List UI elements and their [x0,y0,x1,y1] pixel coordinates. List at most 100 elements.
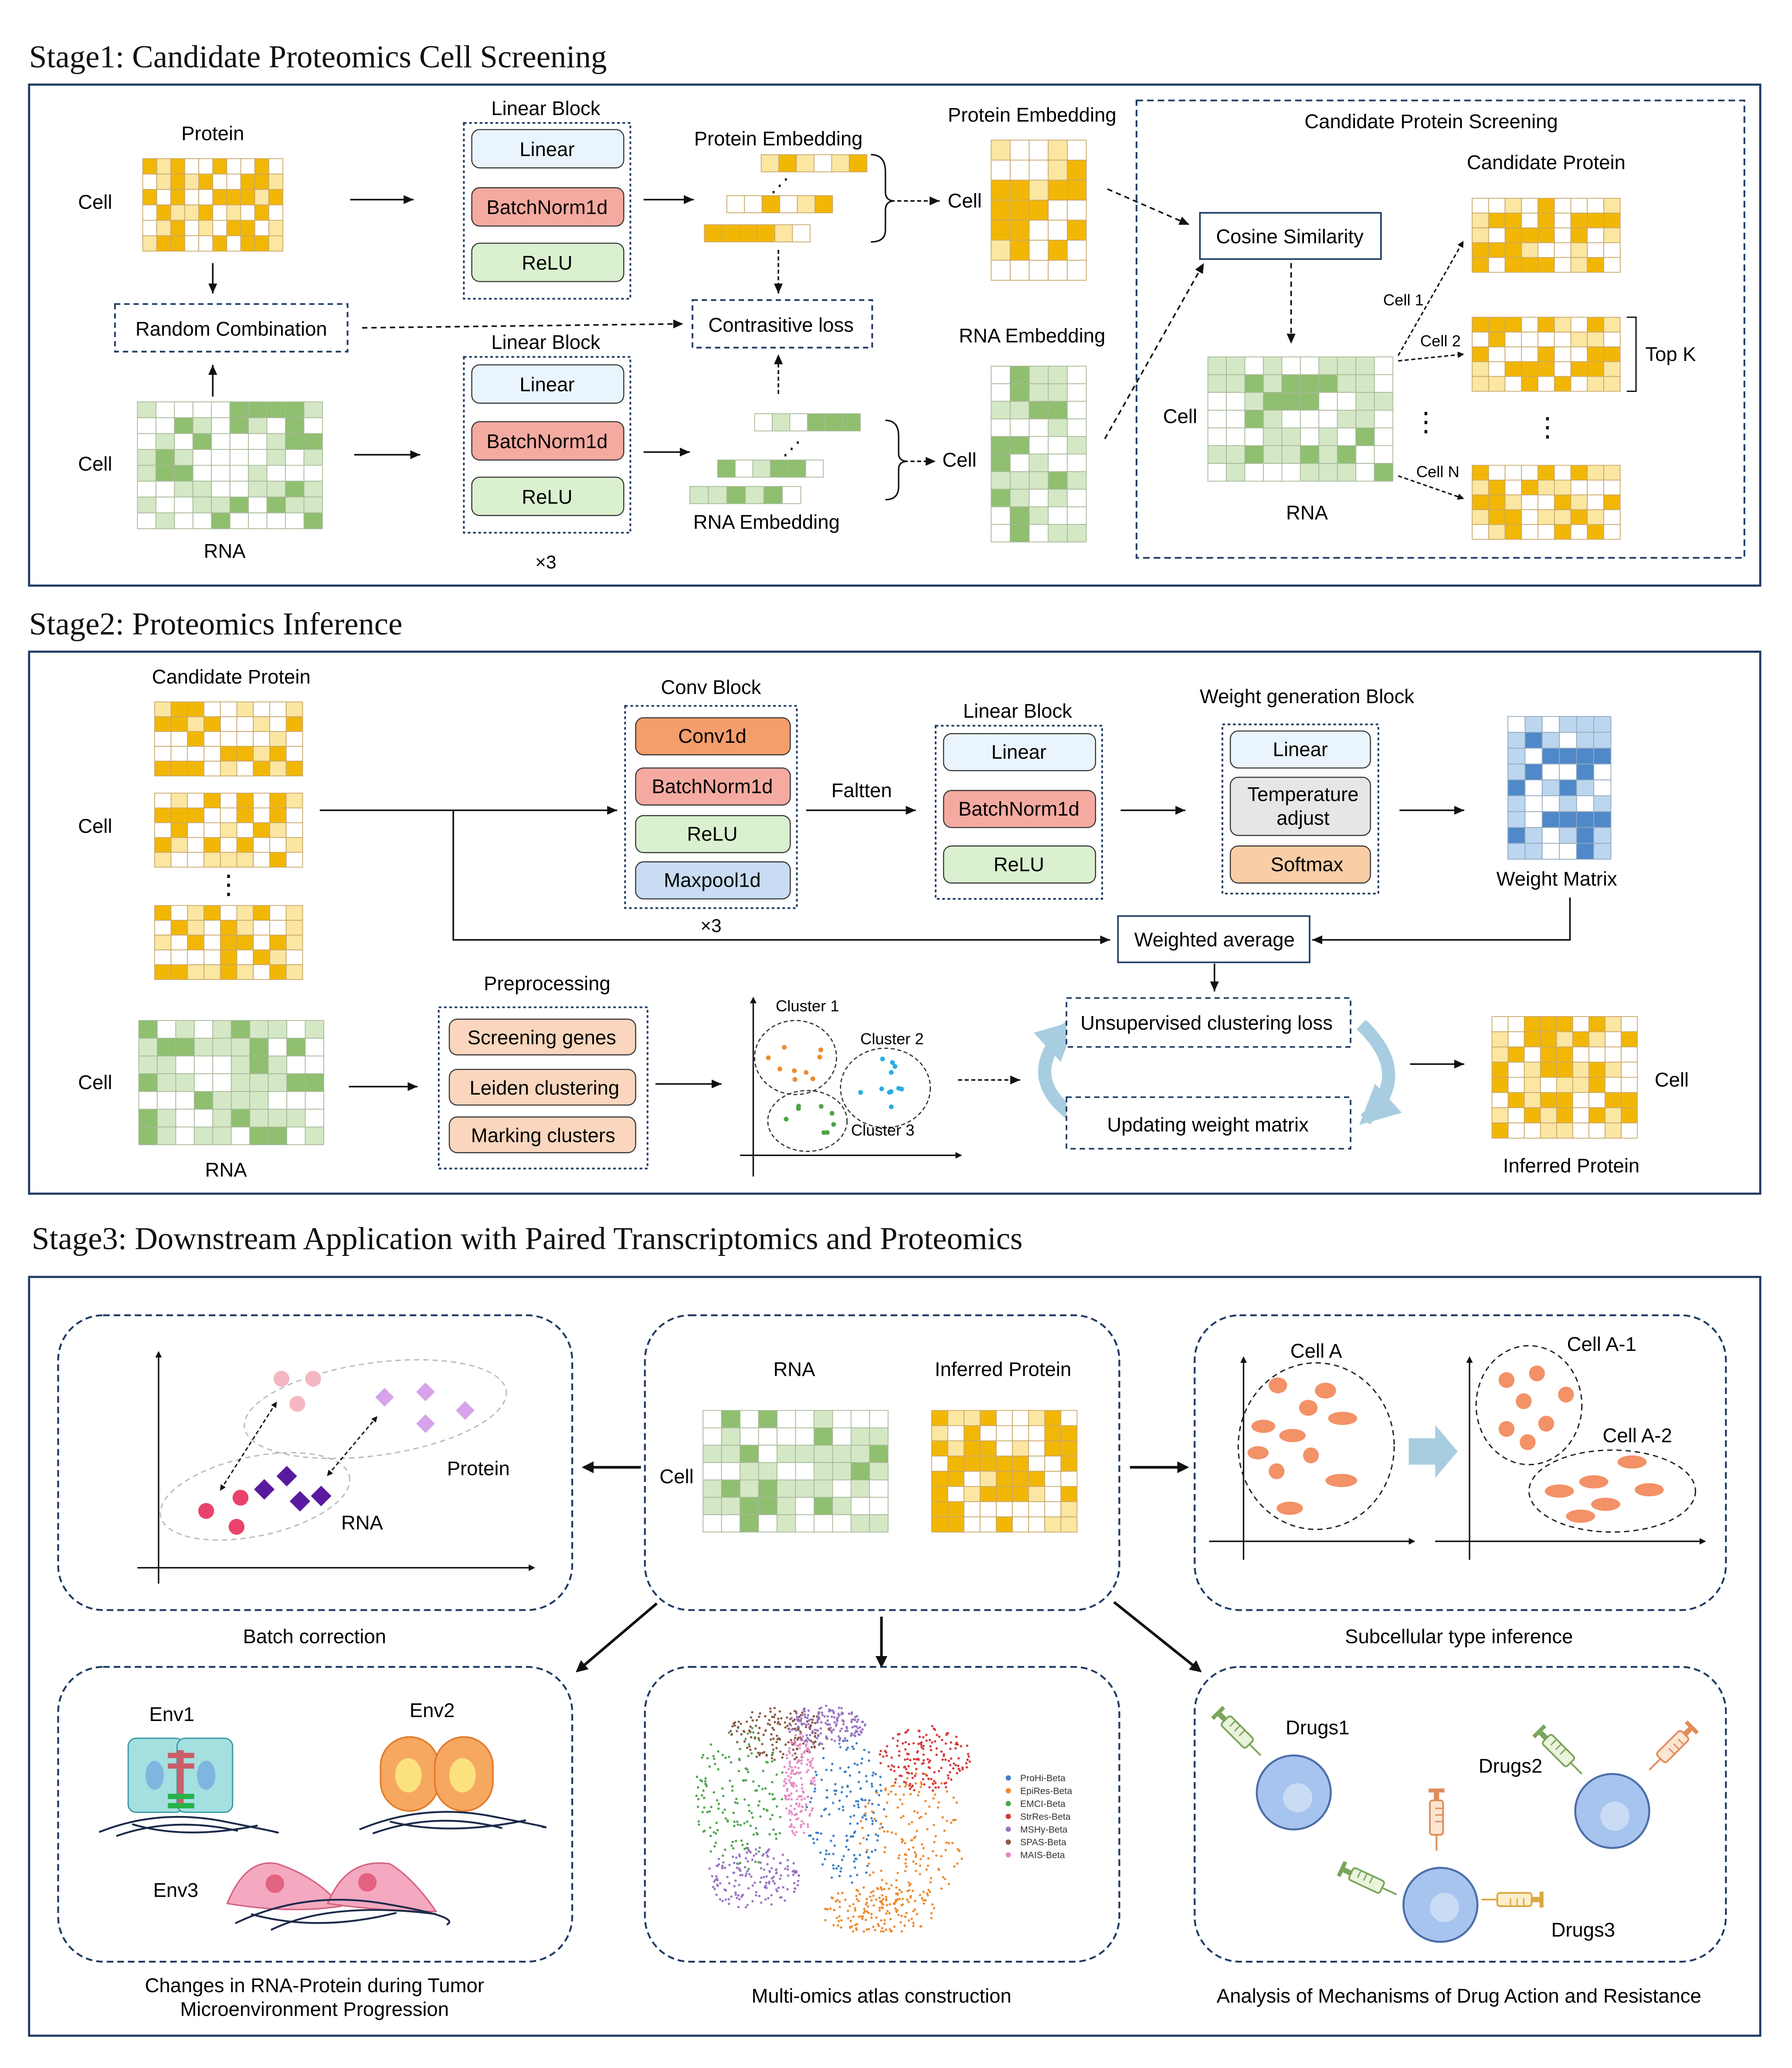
grid-cell [795,1462,815,1480]
umap-point [848,1774,852,1777]
grid-cell [266,480,286,498]
umap-point [953,1865,956,1868]
umap-point [767,1897,770,1900]
env1-junction-bottom2 [168,1803,194,1809]
umap-point [779,1878,781,1880]
umap-point [768,1719,770,1721]
umap-point [719,1898,722,1901]
umap-point [788,1747,791,1750]
cluster-point [893,1064,897,1069]
umap-point [799,1771,802,1774]
cell-a1-point [1558,1386,1574,1403]
grid-cell [1570,509,1588,525]
umap-point [712,1755,715,1758]
umap-point [933,1771,936,1774]
umap-point [751,1727,753,1729]
brace-protein-vectors [871,154,895,243]
grid-cell [1226,410,1246,429]
umap-point [849,1925,852,1929]
grid-cell [231,1073,251,1092]
grid-cell [303,465,323,482]
umap-point [913,1775,916,1777]
grid-cell [726,486,746,504]
grid-cell [1605,1046,1622,1063]
umap-point [898,1898,901,1901]
umap-point [805,1724,808,1727]
relu-layer-top-label: ReLU [522,252,572,274]
grid-cell [1337,356,1357,375]
grid-cell [269,920,287,936]
umap-point [782,1753,785,1755]
grid-cell [964,1471,981,1487]
grid-cell [1488,480,1506,496]
umap-point [954,1764,957,1767]
grid-cell [198,204,214,221]
umap-point [757,1785,760,1787]
legend-label: StrRes-Beta [1020,1812,1071,1822]
grid-cell [254,204,269,221]
umap-point [888,1887,890,1890]
grid-cell [249,1126,269,1145]
umap-point [902,1839,904,1842]
umap-point [756,1833,759,1836]
umap-point [744,1906,747,1909]
grid-cell [170,235,185,252]
grid-cell [1010,220,1030,241]
batch-correction-caption: Batch correction [243,1625,386,1647]
grid-cell [1048,418,1068,437]
umap-point [795,1813,798,1816]
grid-cell [285,852,303,868]
grid-cell [1537,480,1555,496]
drug-cell-2-nucleus [1600,1802,1629,1831]
grid-cell [212,1091,232,1110]
umap-point [886,1904,889,1907]
umap-point [794,1772,797,1775]
umap-point [819,1851,822,1854]
umap-point [781,1854,784,1856]
umap-point [864,1814,867,1817]
grid-cell [231,1126,251,1145]
grid-cell [1060,1440,1078,1457]
umap-point [834,1793,837,1796]
umap-point [905,1865,908,1868]
umap-point [739,1874,742,1877]
drug-cell-1-nucleus [1283,1783,1313,1813]
grid-cell [814,1480,833,1498]
umap-point [779,1816,782,1819]
umap-point [823,1715,826,1718]
umap-point [937,1806,940,1809]
umap-point [794,1871,797,1874]
umap-point [719,1882,722,1884]
grid-cell [154,746,172,762]
grid-cell [1507,732,1526,749]
grid-cell [220,837,238,853]
umap-point [901,1803,904,1806]
grid-cell [170,905,188,921]
grid-cell [156,1055,176,1075]
umap-point [912,1910,915,1912]
grid-cell [947,1440,964,1457]
cluster-point [817,1054,822,1060]
grid-cell [1572,1107,1589,1123]
grid-cell [1472,212,1489,228]
umap-point [879,1930,882,1933]
umap-point [801,1806,804,1808]
umap-point [861,1827,864,1829]
grid-cell [991,489,1011,507]
grid-cell [154,822,172,838]
umap-point [857,1900,860,1902]
umap-point [762,1733,765,1736]
umap-point [885,1882,888,1885]
umap-point [926,1828,929,1830]
umap-point [824,1858,826,1861]
grid-cell [1010,401,1030,419]
umap-point [747,1743,750,1746]
grid-cell [240,158,255,175]
umap-point [696,1805,699,1808]
center-cell-label: Cell [659,1465,693,1487]
grid-cell [1048,383,1068,402]
umap-point [742,1779,745,1782]
grid-cell [269,716,287,732]
grid-cell [1355,445,1375,464]
umap-point [716,1799,719,1802]
